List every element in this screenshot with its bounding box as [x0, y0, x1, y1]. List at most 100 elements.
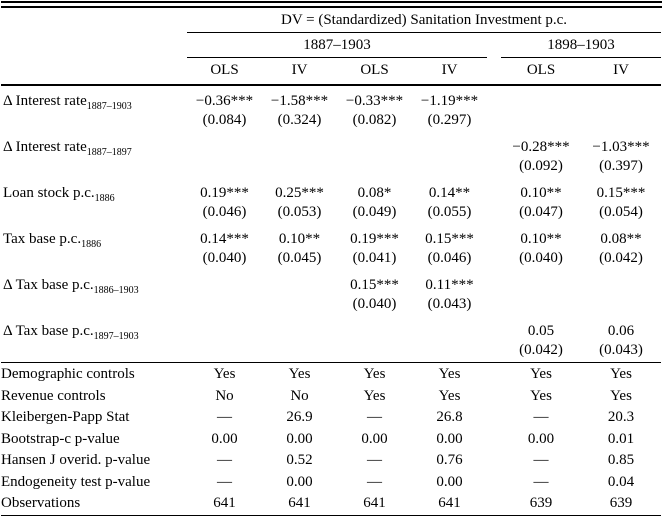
stat-cell: 0.00 [527, 430, 555, 447]
stat-cell: Yes [610, 387, 632, 404]
stat-cell: — [217, 409, 232, 425]
spacer-cell [487, 270, 501, 295]
variable-name: Loan stock p.c. [3, 185, 95, 201]
stat-cell: 20.3 [607, 409, 635, 425]
table-row: Bootstrap-c p-value 0.00 0.00 0.00 0.00 … [1, 429, 661, 451]
coef-cell: 0.15*** [596, 185, 646, 201]
se-cell [187, 341, 262, 363]
stat-cell: 639 [581, 493, 662, 516]
se-cell [187, 295, 262, 316]
stat-cell: — [533, 473, 549, 490]
stat-cell: 641 [187, 493, 262, 516]
row-label: Δ Interest rate1887–1897 [1, 132, 187, 178]
coef-cell: 0.15*** [425, 231, 474, 247]
spacer-cell [487, 386, 501, 408]
stat-cell: Yes [363, 387, 386, 404]
se-cell [337, 157, 412, 178]
stat-cell: 0.04 [607, 473, 635, 490]
coef-cell [581, 270, 661, 295]
table-row: Observations 641 641 641 641 639 639 [1, 493, 662, 516]
stat-cell: — [533, 409, 549, 425]
row-label: Δ Interest rate1887–1903 [1, 85, 187, 132]
coef-cell: 0.19*** [200, 185, 249, 201]
se-cell: (0.043) [599, 342, 643, 358]
method-header: OLS [501, 57, 581, 86]
stat-cell: Yes [501, 362, 581, 386]
coef-cell [412, 316, 487, 341]
stat-cell: — [367, 452, 382, 468]
stat-cell: 0.00 [286, 430, 313, 447]
stat-cell: 0.00 [211, 430, 238, 447]
se-cell: (0.042) [599, 250, 643, 266]
stat-cell: Yes [438, 387, 461, 404]
coef-cell: −0.33*** [345, 93, 404, 109]
stat-cell: Yes [530, 387, 552, 404]
stat-cell: 0.00 [436, 430, 463, 447]
table-row: Demographic controls Yes Yes Yes Yes Yes… [1, 362, 662, 386]
stat-cell: No [290, 387, 309, 404]
se-cell [501, 295, 581, 316]
se-cell: (0.045) [277, 250, 322, 266]
table-row: Hansen J overid. p-value — 0.52 — 0.76 —… [1, 450, 661, 472]
spacer-cell [487, 111, 501, 132]
se-cell: (0.046) [427, 250, 472, 266]
se-cell: (0.040) [202, 250, 247, 266]
spacer-cell [487, 316, 501, 341]
spacer-cell [487, 472, 501, 494]
table-row: 1887–1903 1898–1903 [1, 32, 662, 58]
coef-cell [187, 270, 262, 295]
stat-cell: — [217, 452, 232, 468]
coef-cell: 0.25*** [275, 185, 324, 201]
row-label: Δ Tax base p.c.1886–1903 [1, 270, 187, 316]
coef-cell [337, 132, 412, 157]
spacer-cell [487, 57, 501, 86]
stat-label: Observations [1, 493, 187, 516]
stat-cell: 0.00 [286, 473, 313, 490]
coef-cell [262, 316, 337, 341]
table-row: (0.092) (0.397) [1, 157, 661, 178]
empty-cell [1, 57, 187, 86]
table-row: Kleibergen-Papp Stat — 26.9 — 26.8 — 20.… [1, 407, 661, 429]
coef-cell [501, 270, 581, 295]
table-row: Δ Interest rate1887–1897 −0.28*** −1.03*… [1, 132, 661, 158]
se-cell: (0.042) [519, 342, 563, 358]
spacer-cell [487, 157, 501, 178]
coef-cell: 0.19*** [350, 231, 399, 247]
se-cell [412, 157, 487, 178]
coef-cell: −1.58*** [270, 93, 329, 109]
table-row: Endogeneity test p-value — 0.00 — 0.00 —… [1, 472, 661, 494]
variable-subscript: 1886 [94, 193, 115, 204]
se-cell: (0.324) [277, 112, 322, 128]
se-cell: (0.040) [352, 296, 397, 312]
spacer-cell [487, 493, 501, 516]
se-cell: (0.297) [427, 112, 472, 128]
coef-cell: 0.10** [520, 231, 562, 247]
spacer-cell [487, 249, 501, 270]
stat-cell: — [367, 409, 382, 425]
coef-cell [262, 270, 337, 295]
se-cell: (0.049) [352, 204, 397, 220]
coef-cell [501, 85, 581, 111]
spacer-cell [487, 407, 501, 429]
table-row: Loan stock p.c.1886 0.19*** 0.25*** 0.08… [1, 178, 661, 204]
stat-cell: 0.85 [607, 452, 635, 468]
table-row: (0.042) (0.043) [1, 341, 661, 363]
table-row: OLS IV OLS IV OLS IV [1, 57, 662, 86]
row-label: Δ Tax base p.c.1897–1903 [1, 316, 187, 363]
coef-cell: 0.10** [520, 185, 562, 201]
stat-cell: — [217, 473, 232, 490]
coef-cell: 0.11*** [425, 277, 474, 293]
variable-subscript: 1886–1903 [93, 285, 139, 296]
table-row: (0.040) (0.043) [1, 295, 661, 316]
stat-cell: 26.8 [436, 409, 463, 425]
spacer-cell [487, 362, 501, 386]
coef-cell: 0.10** [278, 231, 321, 247]
stat-label: Bootstrap-c p-value [1, 430, 120, 447]
spacer-cell [487, 429, 501, 451]
variable-subscript: 1887–1903 [86, 101, 132, 112]
table-row: Δ Interest rate1887–1903 −0.36*** −1.58*… [1, 85, 661, 112]
empty-cell [1, 8, 187, 33]
se-cell: (0.041) [352, 250, 397, 266]
coef-cell [337, 316, 412, 341]
